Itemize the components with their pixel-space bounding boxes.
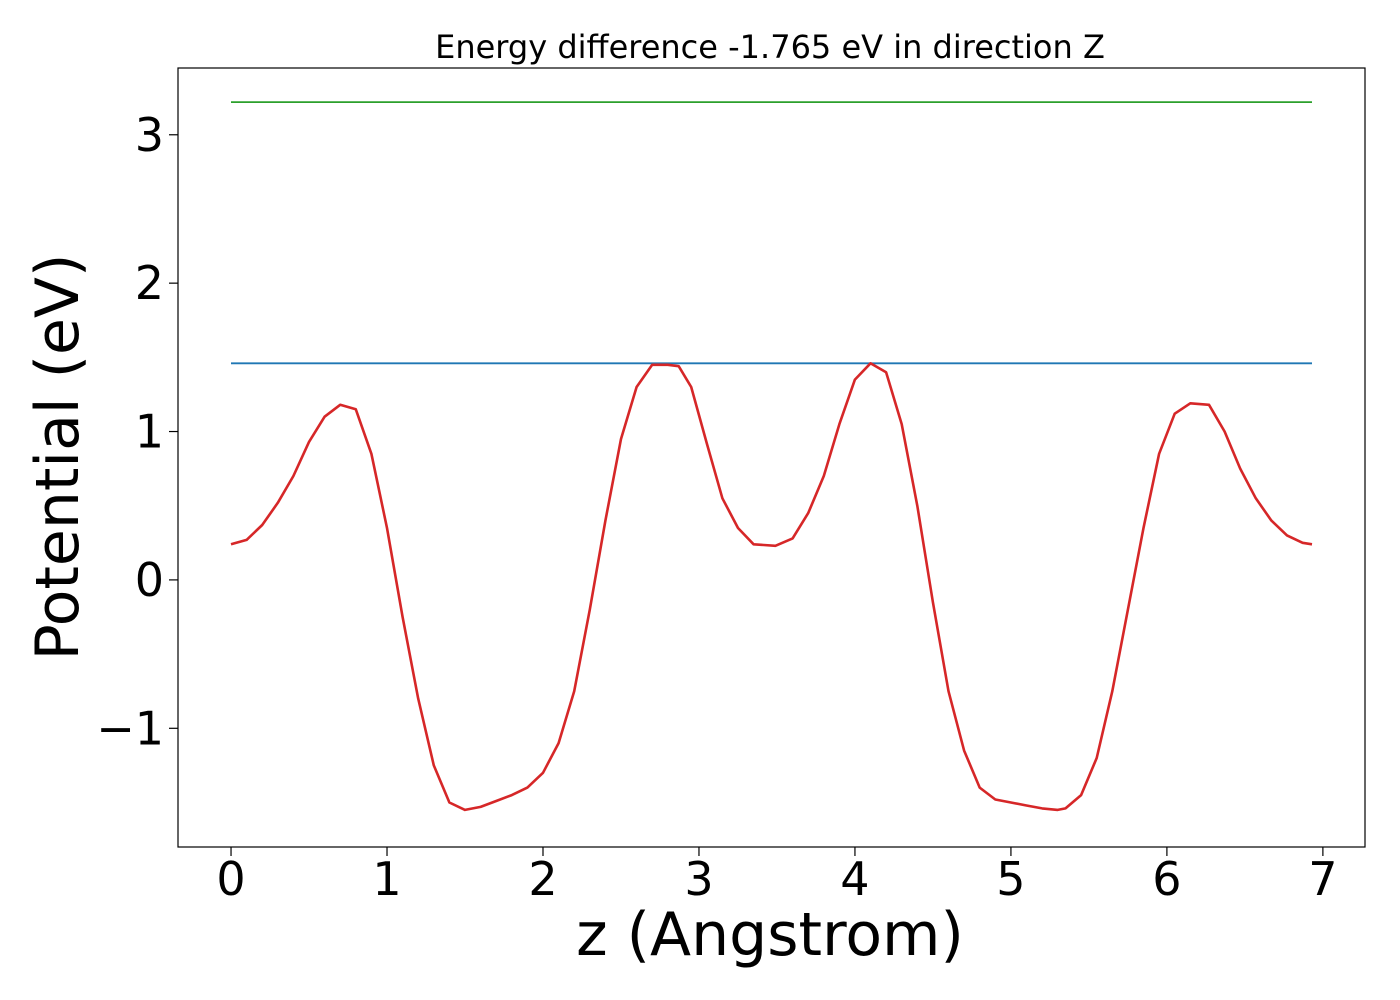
x-axis: 0 1 2 3 4 5 6 7 [216,847,1338,906]
y-tick-label: −1 [96,701,164,755]
plot-frame [177,67,1366,848]
x-tick-label: 0 [216,852,245,906]
x-tick-label: 1 [372,852,401,906]
plot-area [230,101,1313,812]
y-axis: −1 0 1 2 3 [96,108,178,755]
x-tick-label: 2 [528,852,557,906]
y-tick-label: 1 [135,405,164,459]
x-tick-label: 3 [684,852,713,906]
chart-title: Energy difference -1.765 eV in direction… [435,28,1105,66]
y-tick-label: 0 [135,553,164,607]
x-tick-label: 4 [840,852,869,906]
x-tick-label: 6 [1152,852,1181,906]
y-tick-label: 3 [135,108,164,162]
x-tick-label: 7 [1308,852,1337,906]
series-line-2 [230,361,1313,812]
x-axis-label: z (Angstrom) [576,900,964,970]
y-axis-label: Potential (eV) [23,254,93,661]
x-tick-label: 5 [996,852,1025,906]
y-tick-label: 2 [135,256,164,310]
